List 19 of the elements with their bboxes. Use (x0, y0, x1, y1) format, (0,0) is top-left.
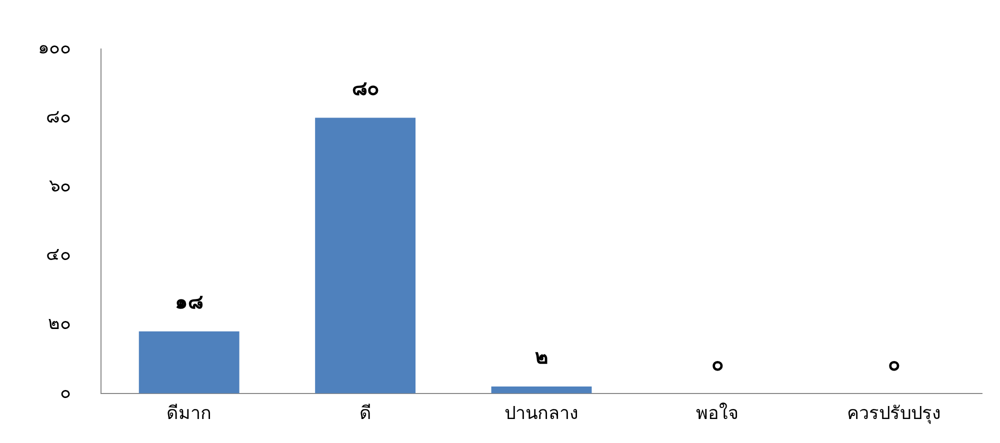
y-tick-label: ๔๐ (46, 244, 71, 266)
x-tick-label: พอใจ (696, 402, 740, 424)
data-label: ๒ (535, 344, 548, 369)
data-label: ๑๘ (175, 290, 204, 314)
bar (315, 118, 416, 394)
y-tick-label: ๐ (60, 382, 71, 404)
x-tick-label: ดี (359, 402, 372, 424)
y-tick-label: ๖๐ (49, 175, 71, 196)
bar (138, 331, 240, 394)
y-tick-label: ๘๐ (46, 106, 71, 128)
data-label: ๐ (888, 352, 900, 376)
x-tick-label: ปานกลาง (504, 402, 578, 424)
x-tick-label: ดีมาก (166, 402, 212, 424)
y-tick-label: ๑๐๐ (38, 37, 71, 58)
x-tick-label: ควรปรับปรุง (846, 402, 941, 424)
data-label: ๘๐ (352, 76, 379, 100)
y-tick-label: ๒๐ (48, 313, 71, 334)
data-label: ๐ (712, 352, 724, 376)
bar (491, 386, 592, 394)
